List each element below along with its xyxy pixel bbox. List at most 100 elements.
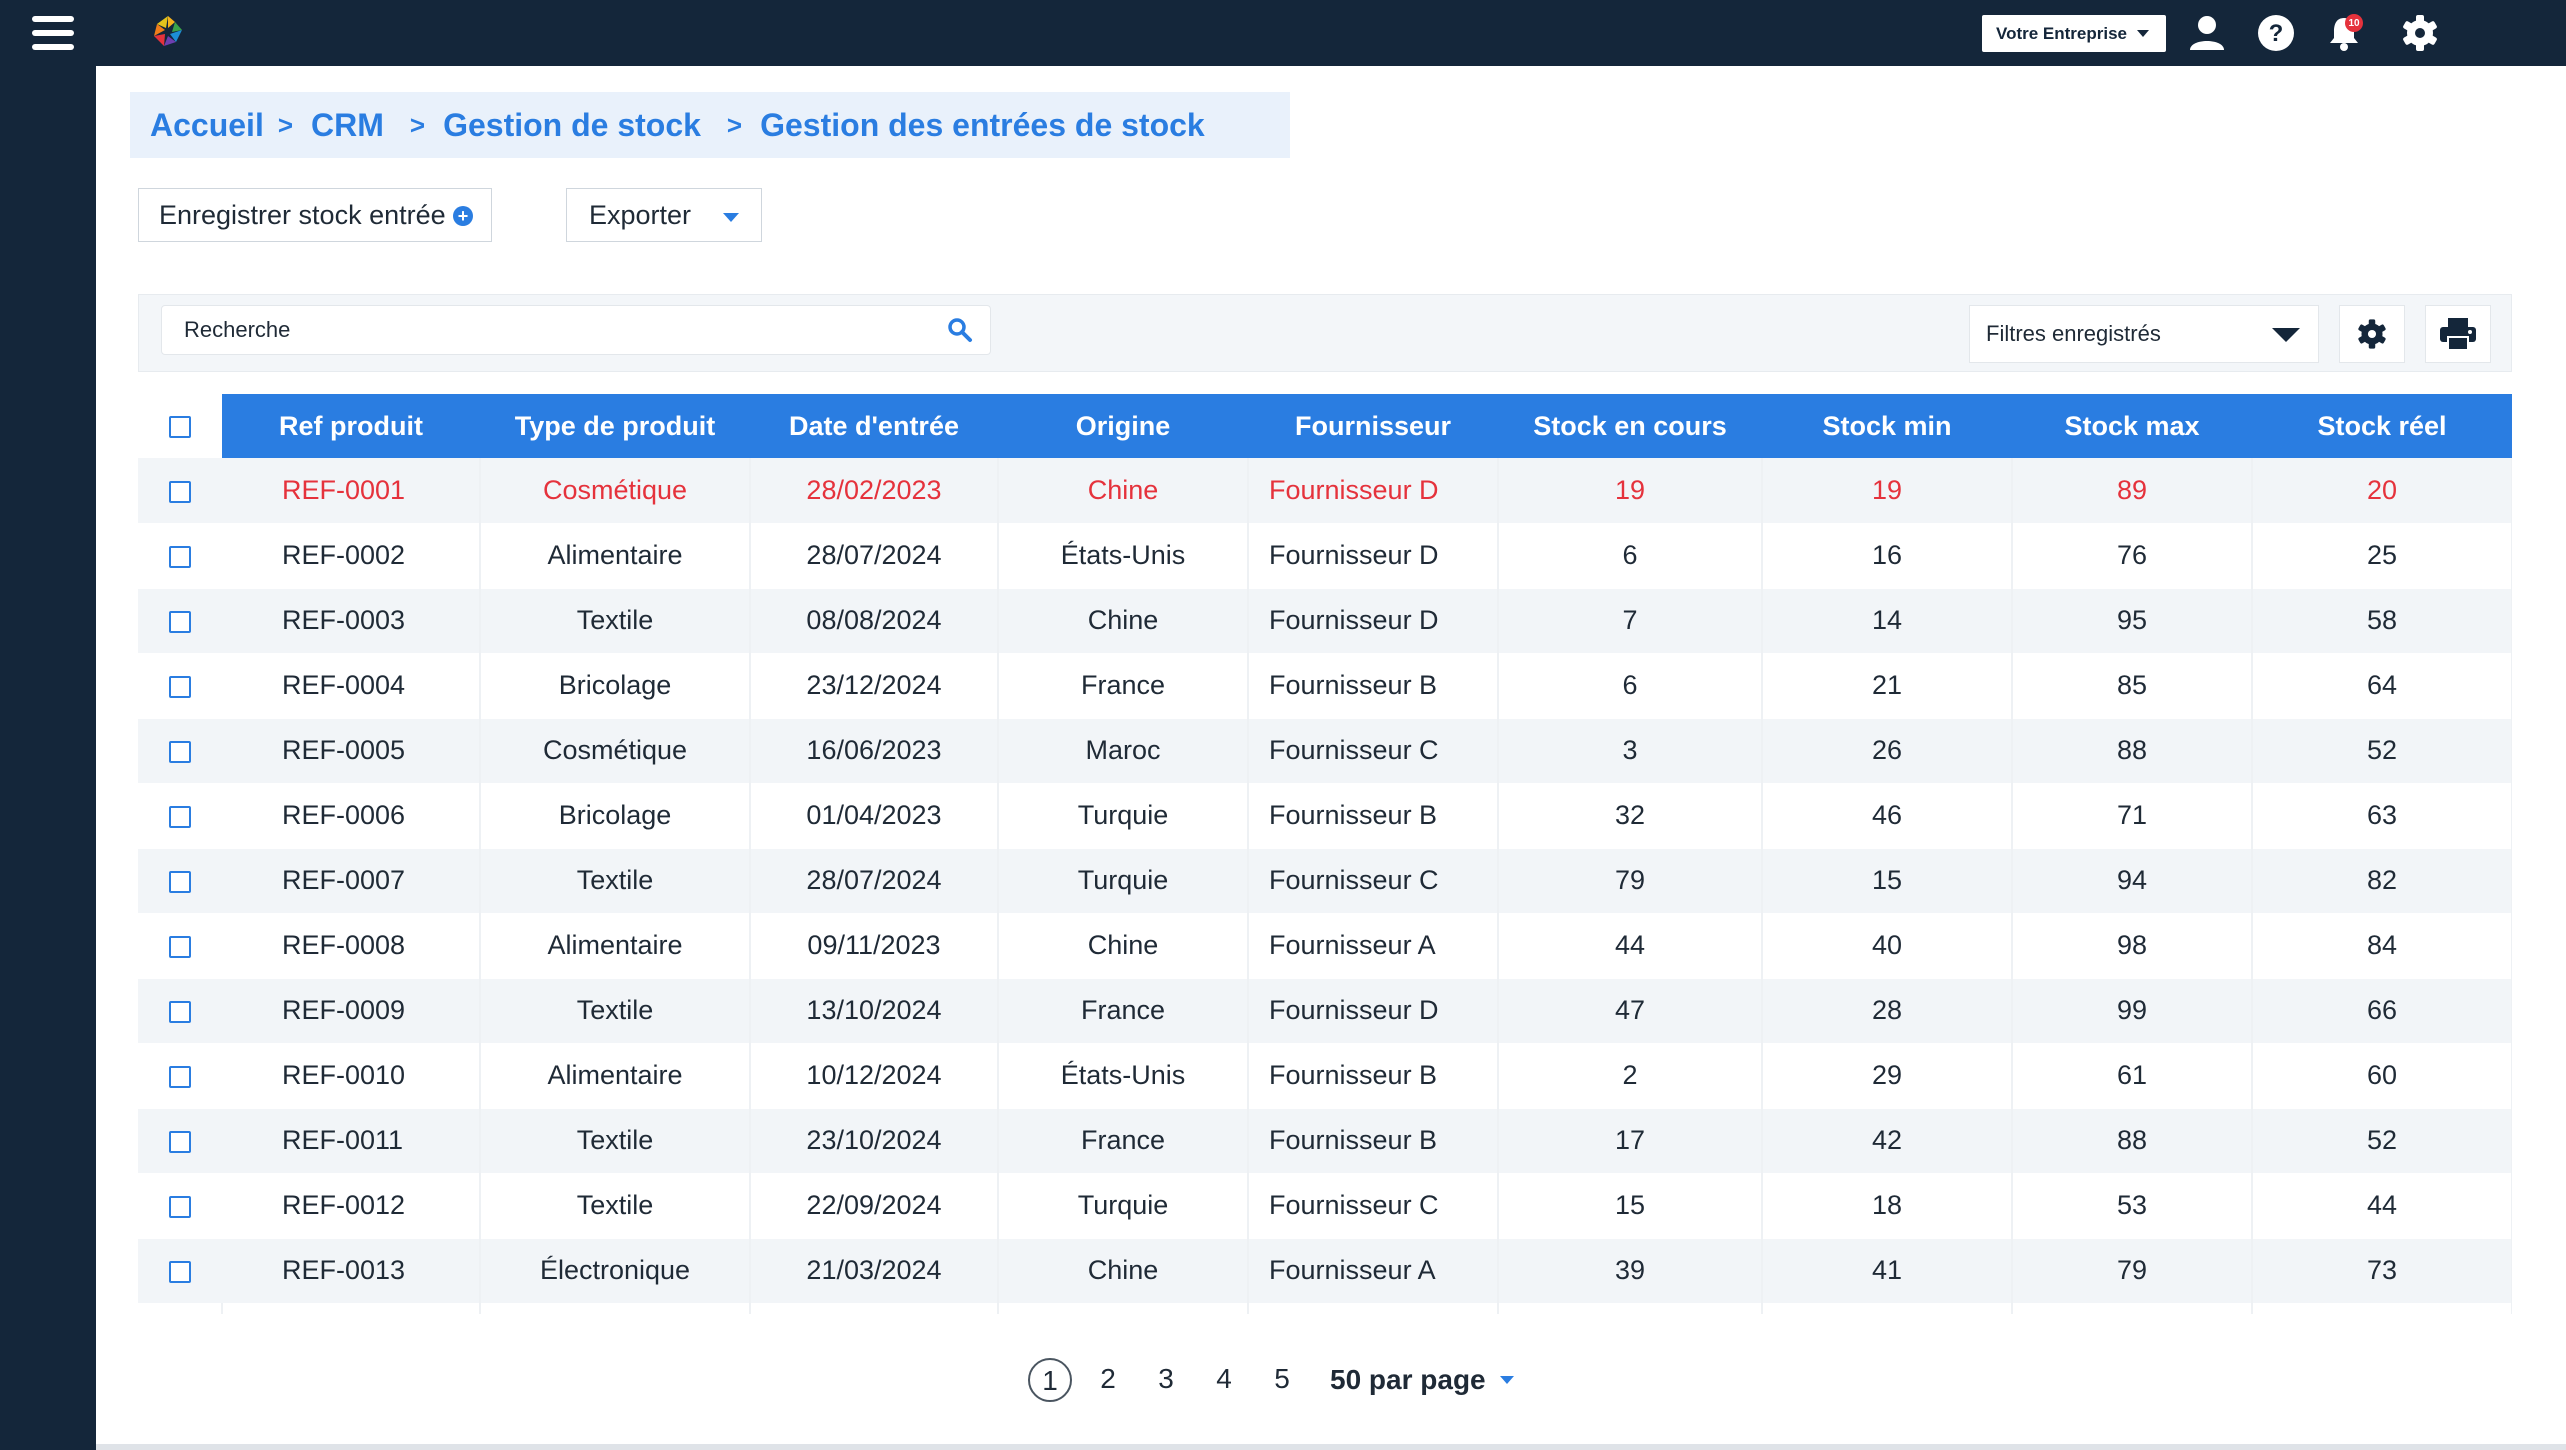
company-label: Votre Entreprise xyxy=(1996,23,2128,43)
menu-icon[interactable] xyxy=(32,16,74,50)
search-input[interactable]: Recherche xyxy=(161,305,991,355)
table-row[interactable]: REF-0005 Cosmétique 16/06/2023 Maroc Fournis… xyxy=(138,718,2512,784)
column-header[interactable]: Origine xyxy=(998,394,1248,458)
table-row[interactable]: REF-0003 Textile 08/08/2024 Chine Fournisseu… xyxy=(138,588,2512,654)
cell-origin: Chine xyxy=(998,588,1249,654)
column-header[interactable]: Type de produit xyxy=(480,394,750,458)
column-header[interactable]: Ref produit xyxy=(222,394,480,458)
page-5[interactable]: 5 xyxy=(1274,1363,1290,1394)
table-row[interactable]: REF-0007 Textile 28/07/2024 Turquie Fourniss… xyxy=(138,848,2512,914)
search-icon[interactable] xyxy=(947,317,973,343)
table-row[interactable]: REF-0006 Bricolage 01/04/2023 Turquie Fourni… xyxy=(138,783,2512,849)
row-checkbox[interactable] xyxy=(169,740,191,763)
cell-date: 16/06/2023 xyxy=(750,718,999,784)
row-checkbox[interactable] xyxy=(169,675,191,698)
cell-ref: REF-0001 xyxy=(222,458,481,524)
company-select[interactable]: Votre Entreprise xyxy=(1982,15,2166,52)
export-button[interactable]: Exporter xyxy=(566,188,762,242)
empty-cell xyxy=(2012,1303,2253,1314)
row-checkbox[interactable] xyxy=(169,805,191,828)
logo-icon[interactable] xyxy=(148,12,188,52)
cell-ref: REF-0008 xyxy=(222,913,481,979)
row-checkbox[interactable] xyxy=(169,545,191,568)
page-1[interactable]: 1 xyxy=(1028,1358,1072,1402)
select-all-checkbox[interactable] xyxy=(169,416,191,439)
cell-real: 84 xyxy=(2252,913,2512,979)
print-button[interactable] xyxy=(2425,305,2491,363)
cell-ref: REF-0004 xyxy=(222,653,481,719)
breadcrumb-stock[interactable]: Gestion de stock xyxy=(443,106,701,143)
gear-icon[interactable] xyxy=(2399,12,2441,54)
cell-min: 21 xyxy=(1762,653,2013,719)
row-checkbox[interactable] xyxy=(169,1000,191,1023)
table-row[interactable]: REF-0002 Alimentaire 28/07/2024 États-Unis F… xyxy=(138,523,2512,589)
user-icon[interactable] xyxy=(2186,12,2228,54)
cell-current: 6 xyxy=(1498,653,1763,719)
per-page-label: 50 par page xyxy=(1330,1364,1486,1395)
cell-supplier: Fournisseur D xyxy=(1248,523,1499,589)
cell-origin: Turquie xyxy=(998,848,1249,914)
cell-date: 10/12/2024 xyxy=(750,1043,999,1109)
table-settings-button[interactable] xyxy=(2339,305,2405,363)
cell-min: 40 xyxy=(1762,913,2013,979)
stock-entries-table: Ref produit Type de produit Date d'entré… xyxy=(138,394,2512,1314)
table-row[interactable]: REF-0001 Cosmétique 28/02/2023 Chine Fournis… xyxy=(138,458,2512,524)
record-stock-entry-button[interactable]: Enregistrer stock entrée + xyxy=(138,188,492,242)
table-row[interactable]: REF-0013 Électronique 21/03/2024 Chine Fourn… xyxy=(138,1238,2512,1304)
row-checkbox[interactable] xyxy=(169,1260,191,1283)
page-2[interactable]: 2 xyxy=(1100,1363,1116,1394)
cell-min: 15 xyxy=(1762,848,2013,914)
breadcrumb-home[interactable]: Accueil xyxy=(150,106,264,143)
cell-min: 28 xyxy=(1762,978,2013,1044)
cell-type: Alimentaire xyxy=(480,1043,751,1109)
column-header[interactable]: Stock réel xyxy=(2252,394,2512,458)
cell-current: 79 xyxy=(1498,848,1763,914)
caret-down-icon xyxy=(1499,1376,1514,1384)
cell-real: 64 xyxy=(2252,653,2512,719)
column-header[interactable]: Stock min xyxy=(1762,394,2012,458)
cell-max: 98 xyxy=(2012,913,2253,979)
breadcrumb-crm[interactable]: CRM xyxy=(311,106,384,143)
notifications-button[interactable]: 10 xyxy=(2323,12,2365,54)
column-header[interactable]: Stock max xyxy=(2012,394,2252,458)
chevron-right-icon: > xyxy=(726,109,743,140)
cell-type: Textile xyxy=(480,588,751,654)
table-row[interactable]: REF-0012 Textile 22/09/2024 Turquie Fourniss… xyxy=(138,1173,2512,1239)
column-header[interactable]: Date d'entrée xyxy=(750,394,998,458)
cell-min: 26 xyxy=(1762,718,2013,784)
table-row[interactable]: REF-0010 Alimentaire 10/12/2024 États-Unis F… xyxy=(138,1043,2512,1109)
row-checkbox[interactable] xyxy=(169,1065,191,1088)
empty-cell xyxy=(750,1303,999,1314)
breadcrumb-stock-entries[interactable]: Gestion des entrées de stock xyxy=(760,106,1205,143)
row-checkbox[interactable] xyxy=(169,480,191,503)
column-header[interactable]: Fournisseur xyxy=(1248,394,1498,458)
page-4[interactable]: 4 xyxy=(1216,1363,1232,1394)
help-icon[interactable]: ? xyxy=(2255,12,2297,54)
cell-current: 32 xyxy=(1498,783,1763,849)
table-row[interactable]: REF-0011 Textile 23/10/2024 France Fournisse… xyxy=(138,1108,2512,1174)
row-checkbox[interactable] xyxy=(169,935,191,958)
cell-origin: Chine xyxy=(998,458,1249,524)
cell-supplier: Fournisseur D xyxy=(1248,978,1499,1044)
cell-origin: France xyxy=(998,978,1249,1044)
row-checkbox[interactable] xyxy=(169,870,191,893)
row-checkbox[interactable] xyxy=(169,1195,191,1218)
row-select-cell xyxy=(138,718,222,784)
saved-filters-select[interactable]: Filtres enregistrés xyxy=(1969,305,2319,363)
table-row[interactable]: REF-0008 Alimentaire 09/11/2023 Chine Fourni… xyxy=(138,913,2512,979)
cell-origin: États-Unis xyxy=(998,1043,1249,1109)
table-row[interactable]: REF-0009 Textile 13/10/2024 France Fournisse… xyxy=(138,978,2512,1044)
cell-origin: États-Unis xyxy=(998,523,1249,589)
record-stock-entry-label: Enregistrer stock entrée xyxy=(159,199,446,230)
column-header[interactable]: Stock en cours xyxy=(1498,394,1762,458)
row-select-cell xyxy=(138,523,222,589)
cell-date: 22/09/2024 xyxy=(750,1173,999,1239)
row-checkbox[interactable] xyxy=(169,610,191,633)
cell-real: 82 xyxy=(2252,848,2512,914)
cell-current: 6 xyxy=(1498,523,1763,589)
table-row[interactable]: REF-0004 Bricolage 23/12/2024 France Fournis… xyxy=(138,653,2512,719)
row-checkbox[interactable] xyxy=(169,1130,191,1153)
per-page-select[interactable]: 50 par page xyxy=(1330,1364,1514,1396)
cell-ref: REF-0002 xyxy=(222,523,481,589)
page-3[interactable]: 3 xyxy=(1158,1363,1174,1394)
